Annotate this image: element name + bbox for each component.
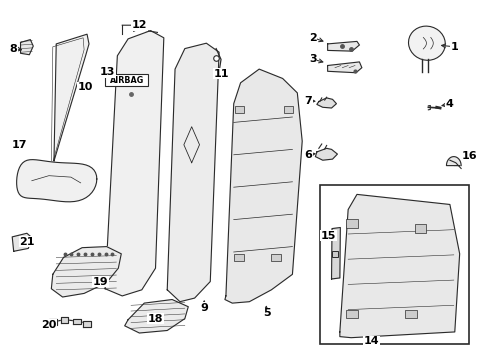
- Text: 14: 14: [363, 336, 379, 346]
- Polygon shape: [20, 40, 33, 55]
- Bar: [283, 106, 293, 113]
- Bar: [414, 224, 426, 233]
- Bar: [271, 254, 281, 261]
- Polygon shape: [17, 159, 97, 202]
- Text: 9: 9: [200, 303, 208, 313]
- Text: 5: 5: [262, 308, 270, 318]
- Text: 3: 3: [308, 54, 316, 64]
- FancyBboxPatch shape: [105, 74, 148, 86]
- Text: 7: 7: [304, 96, 311, 106]
- Bar: [346, 310, 357, 318]
- Polygon shape: [51, 247, 121, 297]
- Polygon shape: [83, 321, 91, 327]
- Bar: [234, 106, 244, 113]
- Text: 20: 20: [41, 320, 57, 330]
- Text: 21: 21: [19, 237, 35, 247]
- Polygon shape: [446, 157, 460, 166]
- Polygon shape: [327, 62, 361, 73]
- Polygon shape: [49, 319, 57, 325]
- Polygon shape: [331, 228, 340, 279]
- Bar: [320, 185, 468, 344]
- Text: 6: 6: [304, 150, 311, 160]
- Text: 16: 16: [461, 150, 476, 161]
- Polygon shape: [224, 69, 302, 303]
- Text: 8: 8: [10, 44, 18, 54]
- Text: 17: 17: [12, 140, 27, 150]
- Bar: [233, 254, 243, 261]
- Text: 15: 15: [320, 231, 336, 241]
- Text: AIRBAG: AIRBAG: [109, 76, 143, 85]
- Polygon shape: [339, 194, 459, 338]
- Text: 13: 13: [100, 67, 115, 77]
- Polygon shape: [327, 41, 359, 51]
- Polygon shape: [124, 300, 188, 333]
- Polygon shape: [61, 317, 68, 323]
- Text: 10: 10: [78, 82, 93, 92]
- Bar: [404, 310, 416, 318]
- Polygon shape: [105, 31, 163, 296]
- Polygon shape: [45, 34, 89, 174]
- Polygon shape: [167, 43, 219, 302]
- Polygon shape: [316, 98, 336, 108]
- Text: 19: 19: [92, 276, 108, 287]
- Polygon shape: [12, 233, 32, 251]
- Text: 2: 2: [308, 33, 316, 43]
- Polygon shape: [73, 319, 81, 324]
- Text: 1: 1: [450, 42, 458, 52]
- Ellipse shape: [407, 26, 445, 60]
- Text: 18: 18: [147, 314, 163, 324]
- Text: 4: 4: [445, 99, 453, 109]
- Text: 11: 11: [213, 69, 228, 79]
- Polygon shape: [315, 148, 337, 160]
- Text: 12: 12: [131, 20, 147, 30]
- Bar: [346, 219, 357, 228]
